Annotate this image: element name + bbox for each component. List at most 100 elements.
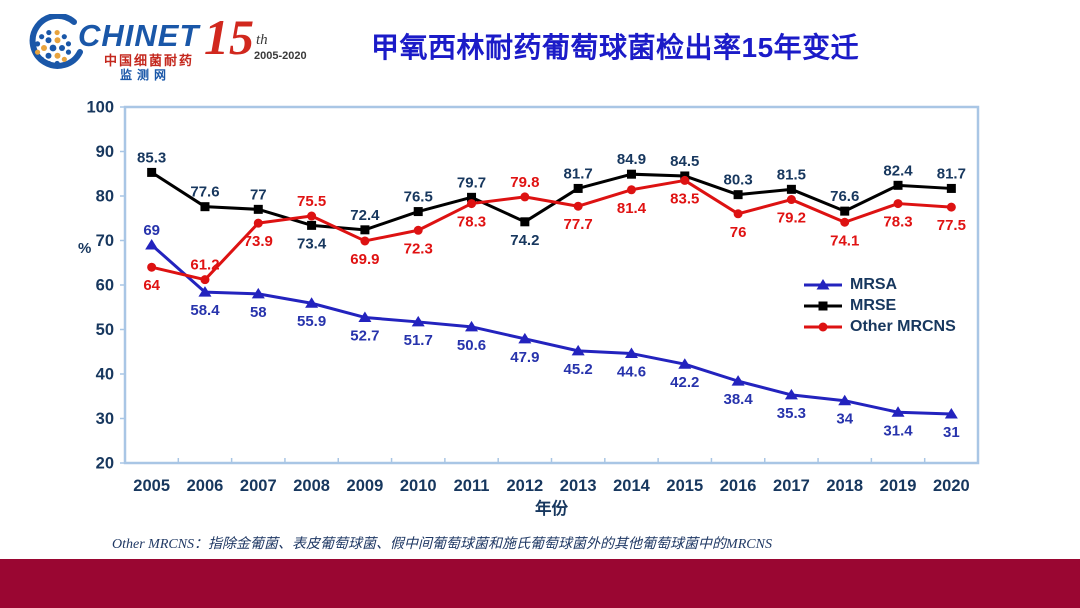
- data-label: 42.2: [670, 374, 699, 391]
- data-label: 69.9: [350, 251, 379, 268]
- square-marker-icon: [804, 301, 842, 311]
- data-label: 50.6: [457, 337, 486, 354]
- y-tick-label: 50: [96, 321, 114, 339]
- x-tick-label: 2008: [293, 477, 330, 495]
- data-label: 58.4: [190, 302, 220, 319]
- data-label: 47.9: [510, 349, 539, 366]
- data-label: 72.4: [350, 207, 380, 224]
- data-label: 77.7: [564, 216, 593, 233]
- data-label: 81.5: [777, 166, 806, 183]
- data-label: 61.2: [190, 257, 219, 274]
- data-label: 85.3: [137, 149, 166, 166]
- x-tick-label: 2005: [133, 477, 170, 495]
- x-tick-label: 2012: [506, 477, 543, 495]
- data-label: 74.1: [830, 232, 859, 249]
- data-label: 51.7: [404, 332, 433, 349]
- y-tick-label: 30: [96, 410, 114, 428]
- logo-subtitle-cn: 中国细菌耐药: [104, 53, 195, 68]
- data-label: 44.6: [617, 364, 646, 381]
- data-label: 76.5: [404, 189, 433, 206]
- data-label: 31.4: [883, 422, 913, 439]
- x-tick-label: 2020: [933, 477, 970, 495]
- series-line-Other MRCNS: [151, 178, 952, 282]
- legend-item: MRSE: [802, 297, 956, 315]
- data-label: 78.3: [883, 214, 912, 231]
- y-tick-label: 100: [86, 99, 114, 117]
- series-line-MRSE: [150, 171, 952, 232]
- anniversary-suffix: th: [256, 32, 268, 48]
- footer-bar: [0, 559, 1080, 608]
- data-label: 79.2: [777, 210, 806, 227]
- x-tick-label: 2007: [240, 477, 277, 495]
- y-tick-label: 80: [96, 188, 114, 206]
- data-label: 73.4: [297, 235, 327, 252]
- y-tick-label: 90: [96, 143, 114, 161]
- data-label: 73.9: [244, 233, 273, 250]
- data-label: 35.3: [777, 405, 806, 422]
- x-tick-label: 2006: [187, 477, 224, 495]
- data-label: 79.8: [510, 174, 539, 191]
- chinet-emblem-icon: [29, 14, 83, 69]
- data-label: 52.7: [350, 327, 379, 344]
- x-tick-label: 2011: [454, 477, 490, 495]
- y-tick-label: 60: [96, 277, 114, 295]
- logo-subtitle-cn2: 监测网: [120, 68, 172, 82]
- data-label: 74.2: [510, 232, 539, 249]
- data-label: 78.3: [457, 214, 486, 231]
- logo-wordmark: CHINET: [78, 18, 200, 53]
- anniversary-logo: 15 th 2005-2020: [204, 9, 314, 84]
- series-line-MRSA: [150, 243, 952, 416]
- data-label: 79.7: [457, 174, 486, 191]
- x-axis-title: 年份: [535, 498, 569, 518]
- legend-label: MRSE: [850, 297, 897, 314]
- y-tick-label: 40: [96, 366, 114, 384]
- y-axis-title: %: [78, 240, 91, 257]
- anniversary-years: 2005-2020: [254, 50, 307, 62]
- y-tick-label: 20: [96, 455, 114, 473]
- triangle-marker-icon: [804, 279, 842, 290]
- data-label: 77.5: [937, 217, 966, 234]
- data-label: 76.6: [830, 188, 859, 205]
- data-label: 83.5: [670, 190, 699, 207]
- data-label: 75.5: [297, 193, 326, 210]
- data-label: 38.4: [723, 391, 753, 408]
- data-label: 77: [250, 186, 267, 203]
- data-label: 76: [730, 224, 747, 241]
- circle-marker-icon: [804, 322, 842, 332]
- legend-item: MRSA: [802, 276, 956, 294]
- data-label: 58: [250, 304, 267, 321]
- x-tick-label: 2014: [613, 477, 651, 495]
- page-title: 甲氧西林耐药葡萄球菌检出率15年变迁: [371, 32, 860, 63]
- data-label: 64: [143, 277, 160, 294]
- anniversary-number: 15: [204, 9, 254, 65]
- data-label: 31: [943, 424, 960, 441]
- x-tick-label: 2017: [773, 477, 810, 495]
- data-label: 69: [143, 222, 160, 239]
- data-label: 81.7: [564, 165, 593, 182]
- x-tick-label: 2009: [347, 477, 384, 495]
- data-label: 77.6: [190, 184, 219, 201]
- chinet-logo: CHINET 中国细菌耐药 监测网: [22, 10, 292, 88]
- legend-item: Other MRCNS: [802, 318, 956, 336]
- data-label: 55.9: [297, 313, 326, 330]
- x-tick-label: 2013: [560, 477, 597, 495]
- data-label: 45.2: [564, 361, 593, 378]
- x-tick-label: 2018: [826, 477, 863, 495]
- data-label: 84.5: [670, 153, 699, 170]
- x-tick-label: 2016: [720, 477, 757, 495]
- data-label: 72.3: [404, 240, 433, 257]
- data-label: 80.3: [723, 172, 752, 189]
- data-label: 84.9: [617, 151, 646, 168]
- x-tick-label: 2015: [666, 477, 703, 495]
- chart-legend: MRSA MRSE Other MRCNS: [802, 276, 956, 336]
- footnote: Other MRCNS：指除金葡菌、表皮葡萄球菌、假中间葡萄球菌和施氏葡萄球菌外…: [112, 537, 772, 552]
- data-label: 81.4: [617, 200, 647, 217]
- y-tick-label: 70: [96, 232, 114, 250]
- x-tick-label: 2010: [400, 477, 437, 495]
- legend-label: MRSA: [850, 276, 898, 293]
- legend-label: Other MRCNS: [850, 318, 956, 335]
- data-label: 34: [836, 411, 853, 428]
- x-tick-label: 2019: [880, 477, 917, 495]
